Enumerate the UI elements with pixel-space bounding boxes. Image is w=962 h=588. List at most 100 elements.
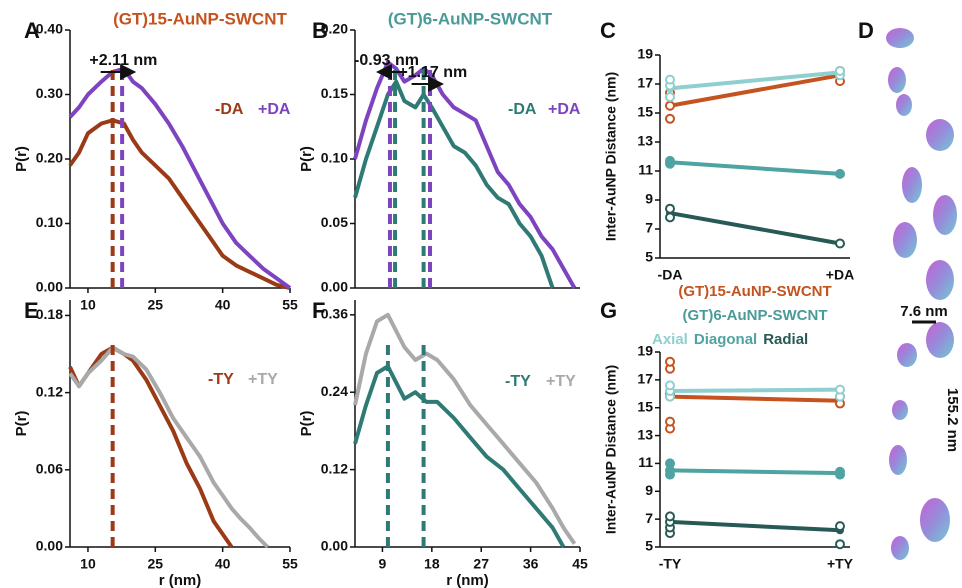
y-tick-label: 0.00 [36,279,63,295]
replicate-point [665,100,675,111]
y-tick-label: 0.10 [321,150,348,166]
y-tick-label: 0.18 [36,306,63,322]
x-tick-label: 25 [148,556,164,572]
legend-label: +TY [248,371,278,388]
panel-label: D [858,18,874,43]
x-tick-label: 10 [80,556,96,572]
y-tick-label: 0.24 [321,383,348,399]
y-tick-label: 0.05 [321,214,348,230]
y-tick-label: 15 [637,398,653,414]
y-tick-label: 0.00 [321,279,348,295]
panel-label: A [24,18,40,43]
slope-line [669,160,841,176]
x-tick-label: +DA [826,267,854,283]
panel-label: E [24,298,39,323]
y-tick-label: 17 [637,75,653,91]
replicate-point [835,168,845,179]
chart-title: (GT)6-AuNP-SWCNT [388,9,553,28]
legend-label: Axial [652,331,688,348]
replicate-point [665,113,675,124]
panel-label: F [312,298,325,323]
y-tick-label: 11 [638,162,653,178]
y-axis-label: Inter-AuNP Distance (nm) [603,72,619,241]
y-tick-label: 19 [637,46,653,62]
x-tick-label: 40 [215,297,231,313]
series-line [68,66,292,290]
x-axis-label: r (nm) [446,572,489,588]
y-tick-label: 0.12 [36,383,63,399]
y-tick-label: 11 [638,454,653,470]
replicate-point [835,65,845,76]
y-tick-label: 0.15 [321,85,348,101]
x-tick-label: 27 [473,556,489,572]
y-tick-label: 19 [637,343,653,359]
replicate-point [665,212,675,223]
panel-d-image [886,28,957,560]
legend-label: +TY [546,373,576,390]
legend-label: +DA [548,101,581,118]
series-line [353,60,577,289]
legend-label: -TY [505,373,531,390]
y-tick-label: 17 [637,371,653,387]
replicate-point [665,380,675,391]
chart-title: (GT)15-AuNP-SWCNT [113,9,287,28]
length-label: 155.2 nm [944,388,961,452]
x-tick-label: 10 [80,297,96,313]
panel-label: C [600,18,616,43]
y-tick-label: 9 [645,191,653,207]
slope-line [669,387,841,393]
replicate-point [665,458,675,469]
y-tick-label: 0.00 [321,538,348,554]
x-tick-label: 25 [148,297,164,313]
panel-label: G [600,298,617,323]
replicate-point [835,539,845,550]
replicate-point [665,74,675,85]
slope-line [669,468,841,476]
replicate-point [665,155,675,166]
x-tick-label: 40 [215,556,231,572]
y-tick-label: 15 [637,104,653,120]
x-tick-label: 9 [379,556,387,572]
y-tick-label: 7 [645,220,653,236]
y-tick-label: 0.36 [321,306,348,322]
y-tick-label: 0.06 [36,461,63,477]
y-axis-label: P(r) [298,146,315,172]
legend-label: +DA [258,101,291,118]
slope-line [669,211,841,246]
y-tick-label: 0.20 [321,21,348,37]
legend-label: -TY [208,371,234,388]
x-tick-label: 55 [282,297,298,313]
x-tick-label: 18 [424,556,440,572]
y-tick-label: 13 [637,133,653,149]
replicate-point [835,521,845,532]
slope-line [669,73,841,108]
y-tick-label: 0.00 [36,538,63,554]
y-axis-label: P(r) [13,411,30,437]
shift-label: +2.11 nm [89,52,157,69]
y-tick-label: 7 [645,510,653,526]
legend-heading: (GT)6-AuNP-SWCNT [683,307,828,324]
y-tick-label: 9 [645,482,653,498]
y-tick-label: 5 [645,538,653,554]
series-line [68,118,291,290]
x-tick-label: 36 [523,556,539,572]
replicate-point [665,203,675,214]
y-tick-label: 0.10 [36,214,63,230]
slope-line [669,394,841,403]
replicate-point [665,356,675,367]
x-tick-label: 45 [572,556,588,572]
y-axis-label: P(r) [298,411,315,437]
series-line [68,345,270,549]
shift-label: +1.17 nm [398,64,467,81]
scale-bar-label: 7.6 nm [900,303,948,320]
series-line [353,312,577,545]
legend-label: (GT)15-AuNP-SWCNT [678,283,831,300]
x-tick-label: 55 [282,556,298,572]
y-axis-label: P(r) [13,146,30,172]
replicate-point [665,416,675,427]
series-line [353,364,566,548]
y-tick-label: 0.20 [36,150,63,166]
legend-label: -DA [508,101,537,118]
x-tick-label: +TY [827,556,854,572]
